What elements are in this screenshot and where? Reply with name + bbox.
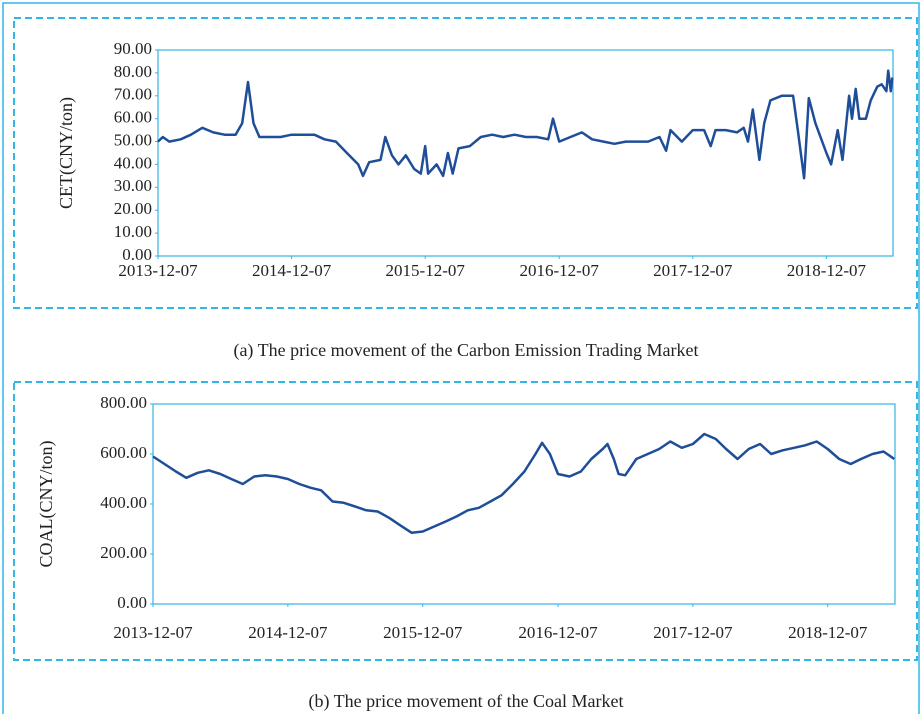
y-tick-label: 50.00 — [114, 130, 152, 149]
caption: (b) The price movement of the Coal Marke… — [308, 691, 623, 712]
y-tick-label: 200.00 — [100, 543, 147, 562]
y-tick-label: 40.00 — [114, 153, 152, 172]
y-tick-label: 10.00 — [114, 222, 152, 241]
plot-area — [152, 403, 896, 605]
y-tick-label: 800.00 — [100, 393, 147, 412]
y-tick-label: 30.00 — [114, 176, 152, 195]
x-tick-label: 2014-12-07 — [252, 261, 332, 280]
data-line — [157, 69, 894, 180]
x-tick-label: 2018-12-07 — [788, 623, 868, 642]
x-tick-label: 2015-12-07 — [386, 261, 466, 280]
y-tick-label: 70.00 — [114, 85, 152, 104]
y-tick-label: 0.00 — [122, 245, 152, 264]
x-tick-label: 2014-12-07 — [248, 623, 328, 642]
x-tick-label: 2018-12-07 — [787, 261, 867, 280]
y-axis-label: CET(CNY/ton) — [56, 97, 77, 209]
caption: (a) The price movement of the Carbon Emi… — [233, 340, 698, 361]
x-tick-label: 2015-12-07 — [383, 623, 463, 642]
x-tick-label: 2013-12-07 — [118, 261, 198, 280]
y-tick-label: 600.00 — [100, 443, 147, 462]
y-tick-label: 80.00 — [114, 62, 152, 81]
y-tick-label: 400.00 — [100, 493, 147, 512]
y-tick-label: 0.00 — [117, 593, 147, 612]
plot-area — [157, 49, 894, 257]
panel-frame — [13, 17, 918, 309]
y-tick-label: 20.00 — [114, 199, 152, 218]
y-axis-label: COAL(CNY/ton) — [36, 441, 57, 568]
panel-frame — [13, 381, 918, 661]
x-tick-label: 2016-12-07 — [518, 623, 598, 642]
x-tick-label: 2016-12-07 — [520, 261, 600, 280]
y-tick-label: 60.00 — [114, 108, 152, 127]
x-tick-label: 2013-12-07 — [113, 623, 193, 642]
data-line — [152, 432, 896, 535]
x-tick-label: 2017-12-07 — [653, 261, 733, 280]
x-tick-label: 2017-12-07 — [653, 623, 733, 642]
y-tick-label: 90.00 — [114, 39, 152, 58]
